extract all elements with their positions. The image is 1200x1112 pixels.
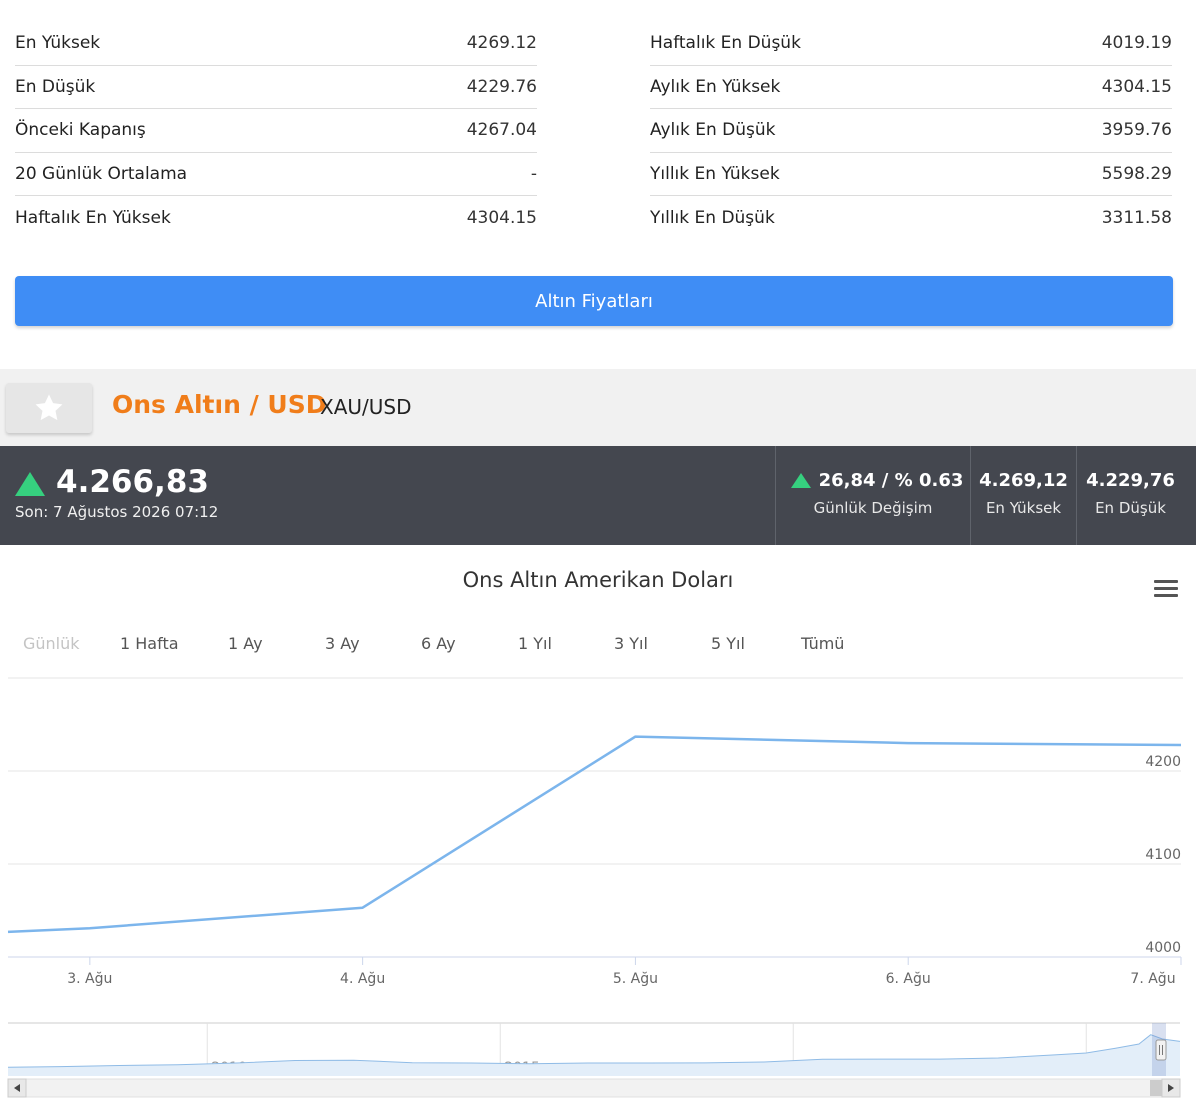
scrollbar-track (7, 1078, 1181, 1098)
stat-row-weekly-low: Haftalık En Düşük 4019.19 (650, 22, 1172, 66)
stat-value: 5598.29 (1101, 163, 1172, 184)
day-low-value: 4.229,76 (1086, 470, 1175, 491)
range-1-year-button[interactable]: 1 Yıl (518, 634, 552, 653)
navigator-series-line (7, 1034, 1181, 1068)
stat-label: Yıllık En Düşük (650, 207, 775, 228)
market-stats-table: En Yüksek 4269.12 En Düşük 4229.76 Öncek… (15, 22, 1173, 242)
stat-row-yearly-low: Yıllık En Düşük 3311.58 (650, 196, 1172, 240)
scrollbar-left-button[interactable] (7, 1078, 27, 1098)
day-high-label: En Yüksek (985, 499, 1062, 517)
stat-label: Aylık En Yüksek (650, 76, 781, 97)
navigator-selection (1152, 1023, 1166, 1076)
stat-value: 4229.76 (466, 76, 537, 97)
symbol-title: Ons Altın / USD (112, 390, 327, 419)
day-high-kpi: 4.269,12 En Yüksek (970, 446, 1076, 545)
stats-column-right: Haftalık En Düşük 4019.19 Aylık En Yükse… (650, 22, 1172, 240)
chevron-left-icon (14, 1084, 20, 1092)
stat-label: En Düşük (15, 76, 96, 97)
stat-row-low: En Düşük 4229.76 (15, 66, 537, 109)
stat-row-yearly-high: Yıllık En Yüksek 5598.29 (650, 153, 1172, 196)
day-low-label: En Düşük (1095, 499, 1166, 517)
x-tick-label: 3. Ağu (67, 971, 112, 987)
stat-value: - (530, 163, 537, 184)
navigator-year-label: 2020 (797, 1060, 833, 1076)
stat-label: Haftalık En Yüksek (15, 207, 171, 228)
trend-up-icon (15, 472, 45, 496)
stat-row-monthly-high: Aylık En Yüksek 4304.15 (650, 66, 1172, 109)
navigator-year-label: 2010 (211, 1060, 247, 1076)
chevron-right-icon (1168, 1084, 1174, 1092)
symbol-code: XAU/USD (320, 395, 412, 419)
x-tick-label: 4. Ağu (340, 971, 385, 987)
stat-row-monthly-low: Aylık En Düşük 3959.76 (650, 109, 1172, 153)
scrollbar-right-button[interactable] (1161, 1078, 1181, 1098)
stat-value: 4269.12 (466, 33, 537, 54)
range-1-week-button[interactable]: 1 Hafta (120, 634, 179, 653)
chart-title: Ons Altın Amerikan Doları (462, 568, 734, 592)
stat-label: Yıllık En Yüksek (650, 163, 780, 184)
hamburger-menu-icon[interactable] (1154, 580, 1178, 600)
stat-value: 4019.19 (1101, 33, 1172, 54)
stat-label: Haftalık En Düşük (650, 33, 801, 54)
x-tick-label: 7. Ağu (1130, 971, 1175, 987)
stat-value: 4304.15 (1101, 76, 1172, 97)
favorite-button[interactable] (6, 383, 92, 433)
stat-row-20day-avg: 20 Günlük Ortalama - (15, 153, 537, 196)
range-5-year-button[interactable]: 5 Yıl (711, 634, 745, 653)
stat-value: 3311.58 (1101, 207, 1172, 228)
last-update-time: Son: 7 Ağustos 2026 07:12 (15, 503, 219, 521)
range-3-year-button[interactable]: 3 Yıl (614, 634, 648, 653)
x-tick-label: 5. Ağu (613, 971, 658, 987)
range-daily-button[interactable]: Günlük (23, 634, 80, 653)
day-high-value: 4.269,12 (979, 470, 1068, 491)
last-price: 4.266,83 (56, 464, 209, 500)
symbol-header: Ons Altın / USD XAU/USD (0, 369, 1196, 446)
range-3-month-button[interactable]: 3 Ay (325, 634, 360, 653)
navigator-series-area (8, 1034, 1180, 1076)
daily-change-value: 26,84 / % 0.63 (818, 470, 964, 491)
range-6-month-button[interactable]: 6 Ay (421, 634, 456, 653)
price-summary-bar: 4.266,83 Son: 7 Ağustos 2026 07:12 26,84… (0, 446, 1196, 545)
stat-row-weekly-high: Haftalık En Yüksek 4304.15 (15, 196, 537, 240)
range-1-month-button[interactable]: 1 Ay (228, 634, 263, 653)
star-icon (35, 394, 63, 421)
stat-label: Önceki Kapanış (15, 120, 146, 141)
navigator-handle[interactable] (1155, 1039, 1167, 1061)
stat-label: 20 Günlük Ortalama (15, 163, 188, 184)
stat-row-prev-close: Önceki Kapanış 4267.04 (15, 109, 537, 153)
range-all-button[interactable]: Tümü (801, 634, 845, 653)
scrollbar-thumb[interactable] (1150, 1080, 1162, 1096)
trend-up-icon (791, 473, 811, 488)
day-low-kpi: 4.229,76 En Düşük (1076, 446, 1196, 545)
stat-value: 3959.76 (1101, 120, 1172, 141)
stat-label: Aylık En Düşük (650, 120, 776, 141)
stat-value: 4304.15 (466, 207, 537, 228)
stat-value: 4267.04 (466, 120, 537, 141)
daily-change-kpi: 26,84 / % 0.63 Günlük Değişim (775, 446, 970, 545)
stats-column-left: En Yüksek 4269.12 En Düşük 4229.76 Öncek… (15, 22, 537, 240)
y-tick-label: 4000 (1145, 940, 1181, 956)
navigator-year-label: 2025 (1090, 1060, 1126, 1076)
x-tick-label: 6. Ağu (886, 971, 931, 987)
price-series-line (7, 735, 1182, 934)
daily-change-label: Günlük Değişim (813, 499, 933, 517)
navigator-year-label: 2015 (504, 1060, 540, 1076)
stat-label: En Yüksek (15, 33, 101, 54)
stat-row-high: En Yüksek 4269.12 (15, 22, 537, 66)
y-tick-label: 4200 (1145, 754, 1181, 770)
y-tick-label: 4100 (1145, 847, 1181, 863)
gold-prices-button[interactable]: Altın Fiyatları (15, 276, 1173, 326)
